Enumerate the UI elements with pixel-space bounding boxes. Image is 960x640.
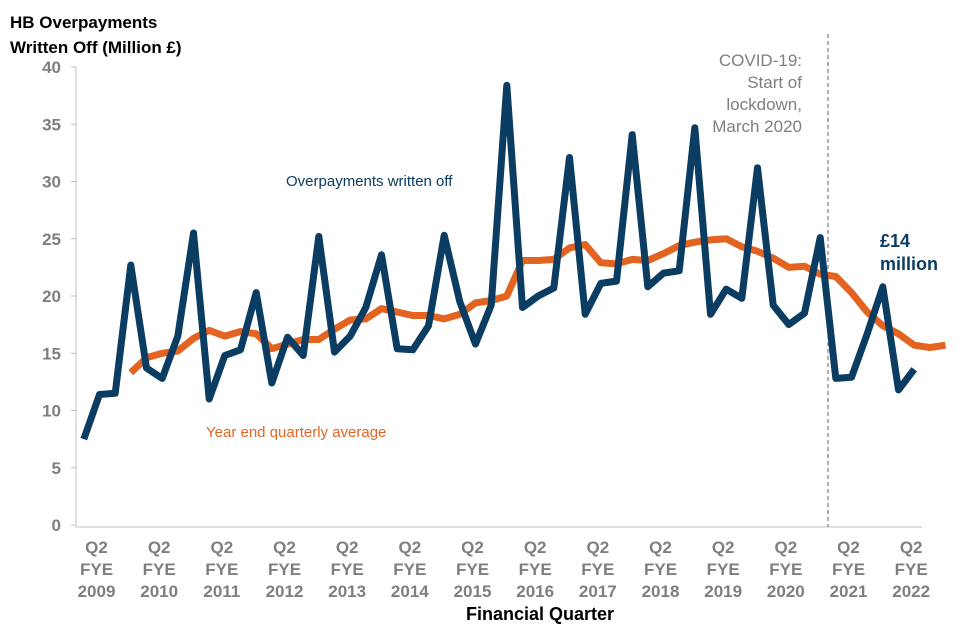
y-ticks: 0 5 10 15 20 25 30 35 40 xyxy=(42,58,76,535)
series-points xyxy=(83,85,946,440)
x-tick-label-line: Q2 xyxy=(712,538,735,557)
x-tick-label-line: Q2 xyxy=(148,538,171,557)
x-tick-label-line: 2014 xyxy=(391,582,429,601)
x-tick-label: Q2 FYE 2012 xyxy=(266,538,304,601)
x-tick-label-line: 2021 xyxy=(830,582,868,601)
y-axis-title-line-2: Written Off (Million £) xyxy=(10,38,182,57)
series-line-overpayments-written-off xyxy=(80,81,917,441)
series-label-overpayments: Overpayments written off xyxy=(286,173,453,190)
x-tick-label: Q2 FYE 2016 xyxy=(516,538,554,601)
x-tick-label: Q2 FYE 2022 xyxy=(892,538,930,601)
x-tick-label-line: 2022 xyxy=(892,582,930,601)
y-tick-label: 0 xyxy=(52,516,61,535)
x-tick-label-line: Q2 xyxy=(398,538,421,557)
covid-annotation-line-3: lockdown, xyxy=(726,95,802,114)
x-tick-label-line: FYE xyxy=(895,560,928,579)
covid-annotation-line-2: Start of xyxy=(747,73,802,92)
x-tick-label-line: FYE xyxy=(331,560,364,579)
x-tick-label-line: Q2 xyxy=(273,538,296,557)
x-tick-label-line: 2012 xyxy=(266,582,304,601)
x-tick-label-line: 2011 xyxy=(203,582,240,601)
y-axis-title-line-1: HB Overpayments xyxy=(10,13,157,32)
x-tick-label-line: Q2 xyxy=(210,538,233,557)
x-tick-label-line: 2013 xyxy=(328,582,366,601)
y-tick-label: 10 xyxy=(42,402,61,421)
x-tick-label-line: Q2 xyxy=(649,538,672,557)
x-tick-label-line: FYE xyxy=(393,560,426,579)
x-tick-label: Q2 FYE 2015 xyxy=(454,538,492,601)
x-tick-label-line: Q2 xyxy=(774,538,797,557)
x-tick-label: Q2 FYE 2010 xyxy=(140,538,178,601)
x-tick-label-line: FYE xyxy=(581,560,614,579)
x-tick-label-line: 2010 xyxy=(140,582,178,601)
x-ticks: Q2 FYE 2009 Q2 FYE 2010 Q2 FYE 2011 Q2 FYE 2012 Q2 FY… xyxy=(78,538,930,601)
x-tick-label: Q2 FYE 2009 xyxy=(78,538,116,601)
covid-annotation-line-4: March 2020 xyxy=(712,117,802,136)
x-tick-label-line: FYE xyxy=(832,560,865,579)
x-tick-label-line: Q2 xyxy=(837,538,860,557)
x-tick-label-line: Q2 xyxy=(461,538,484,557)
y-tick-label: 15 xyxy=(42,344,61,363)
x-tick-label: Q2 FYE 2013 xyxy=(328,538,366,601)
x-tick-label: Q2 FYE 2020 xyxy=(767,538,805,601)
x-tick-label-line: 2017 xyxy=(579,582,617,601)
x-tick-label-line: 2016 xyxy=(516,582,554,601)
x-tick-label-line: 2015 xyxy=(454,582,492,601)
y-tick-label: 35 xyxy=(42,115,61,134)
x-tick-label-line: FYE xyxy=(456,560,489,579)
x-tick-label-line: Q2 xyxy=(336,538,359,557)
x-tick-label-line: Q2 xyxy=(85,538,108,557)
series-label-average: Year end quarterly average xyxy=(206,424,386,441)
covid-annotation-line-1: COVID-19: xyxy=(719,51,802,70)
y-tick-label: 40 xyxy=(42,58,61,77)
end-value-line-1: £14 xyxy=(880,231,910,251)
y-tick-label: 30 xyxy=(42,173,61,192)
x-tick-label-line: 2009 xyxy=(78,582,116,601)
x-tick-label-line: 2020 xyxy=(767,582,805,601)
y-tick-label: 20 xyxy=(42,287,61,306)
x-tick-label-line: FYE xyxy=(80,560,113,579)
x-tick-label: Q2 FYE 2019 xyxy=(704,538,742,601)
x-tick-label: Q2 FYE 2018 xyxy=(642,538,680,601)
x-tick-label-line: 2018 xyxy=(642,582,680,601)
y-tick-label: 5 xyxy=(52,459,61,478)
x-tick-label-line: Q2 xyxy=(900,538,923,557)
x-tick-label-line: FYE xyxy=(519,560,552,579)
end-value-line-2: million xyxy=(880,254,938,274)
x-axis-title: Financial Quarter xyxy=(466,604,614,624)
x-tick-label-line: Q2 xyxy=(524,538,547,557)
x-tick-label-line: FYE xyxy=(644,560,677,579)
x-tick-label-line: FYE xyxy=(205,560,238,579)
x-tick-label: Q2 FYE 2014 xyxy=(391,538,429,601)
x-tick-label-line: FYE xyxy=(707,560,740,579)
x-tick-label-line: FYE xyxy=(769,560,802,579)
x-tick-label: Q2 FYE 2021 xyxy=(830,538,868,601)
x-tick-label: Q2 FYE 2017 xyxy=(579,538,617,601)
y-tick-label: 25 xyxy=(42,230,61,249)
x-tick-label: Q2 FYE 2011 xyxy=(203,538,240,601)
x-tick-label-line: FYE xyxy=(143,560,176,579)
x-tick-label-line: 2019 xyxy=(704,582,742,601)
x-tick-label-line: Q2 xyxy=(586,538,609,557)
x-tick-label-line: FYE xyxy=(268,560,301,579)
